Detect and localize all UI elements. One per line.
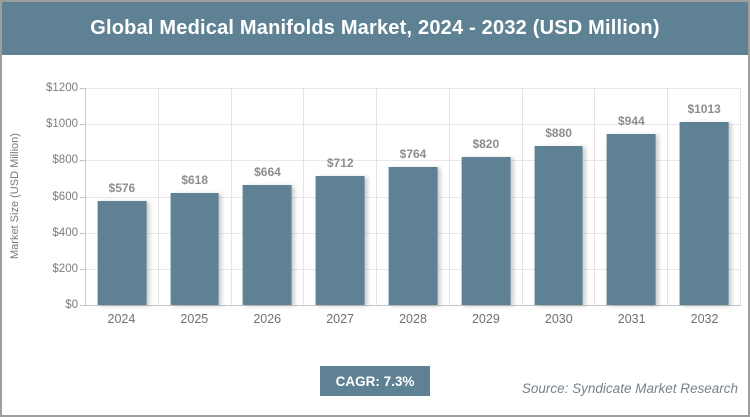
value-label: $664: [254, 164, 281, 179]
bar-column: $618: [159, 88, 232, 305]
h-gridline: [86, 88, 741, 89]
value-label: $618: [181, 173, 209, 188]
y-tick-mark: [80, 124, 86, 126]
x-tick-label: 2031: [617, 312, 646, 326]
value-label: $1013: [687, 101, 721, 116]
bar-2029: [461, 156, 511, 305]
value-label: $712: [326, 156, 354, 171]
value-label: $820: [472, 136, 500, 151]
x-tick-label: 2027: [326, 312, 355, 326]
bar-2030: [534, 145, 583, 305]
cagr-badge: CAGR: 7.3%: [320, 366, 430, 396]
x-tick-label: 2025: [180, 312, 209, 326]
x-tick-label: 2026: [253, 312, 282, 326]
value-label: $576: [108, 180, 136, 195]
bar-column: $820: [450, 88, 523, 305]
bar-column: $944: [595, 88, 669, 305]
bar-column: $576: [86, 88, 159, 305]
chart-title-bar: Global Medical Manifolds Market, 2024 - …: [2, 2, 748, 55]
h-gridline: [86, 305, 741, 306]
bar-2026: [243, 184, 292, 305]
y-tick-label: $600: [52, 190, 78, 203]
y-tick-label: $400: [52, 226, 78, 239]
x-tick-label: 2028: [399, 312, 427, 326]
bar-2032: [679, 121, 729, 305]
bar-column: $764: [377, 88, 450, 305]
value-label: $944: [618, 114, 645, 129]
bar-column: $712: [304, 88, 378, 305]
y-tick-mark: [80, 232, 86, 234]
h-gridline: [86, 160, 741, 162]
bar-2031: [606, 134, 656, 305]
x-tick-label: 2032: [690, 312, 719, 326]
y-tick-label: $800: [52, 154, 78, 167]
value-label: $764: [399, 146, 427, 161]
y-tick-mark: [80, 88, 86, 89]
y-tick-mark: [80, 160, 86, 162]
x-tick-label: 2029: [471, 312, 500, 326]
y-tick-label: $1200: [46, 82, 78, 94]
x-axis-labels: 2024 2025 2026 2027 2028 2029 2030 2031 2032: [85, 312, 741, 326]
x-tick-label: 2030: [544, 312, 573, 326]
bar-2028: [388, 166, 438, 305]
value-label: $880: [545, 125, 572, 140]
bar-column: $664: [232, 88, 305, 305]
bar-2027: [315, 176, 365, 305]
y-tick-label: $0: [65, 299, 78, 311]
page-title: Global Medical Manifolds Market, 2024 - …: [90, 17, 660, 39]
x-tick-label: 2024: [107, 312, 136, 326]
y-tick-label: $1000: [46, 118, 78, 131]
bar-column: $1013: [668, 88, 742, 305]
y-tick-mark: [80, 268, 86, 270]
y-tick-label: $200: [52, 262, 78, 275]
bar-column: $880: [523, 88, 596, 305]
y-axis-ticks: $1200 $1000 $800 $600 $400 $200 $0: [2, 82, 78, 311]
plot-area: $576 $618 $664 $712 $764 $820 $880 $944 $1013: [80, 88, 742, 306]
y-tick-mark: [80, 196, 86, 198]
bar-2025: [170, 193, 220, 305]
y-tick-mark: [80, 305, 86, 306]
bar-columns: $576 $618 $664 $712 $764 $820 $880 $944 $1013: [86, 88, 742, 305]
h-gridline: [86, 124, 741, 126]
bar-2024: [97, 200, 147, 305]
source-attribution: Source: Syndicate Market Research: [521, 381, 738, 396]
